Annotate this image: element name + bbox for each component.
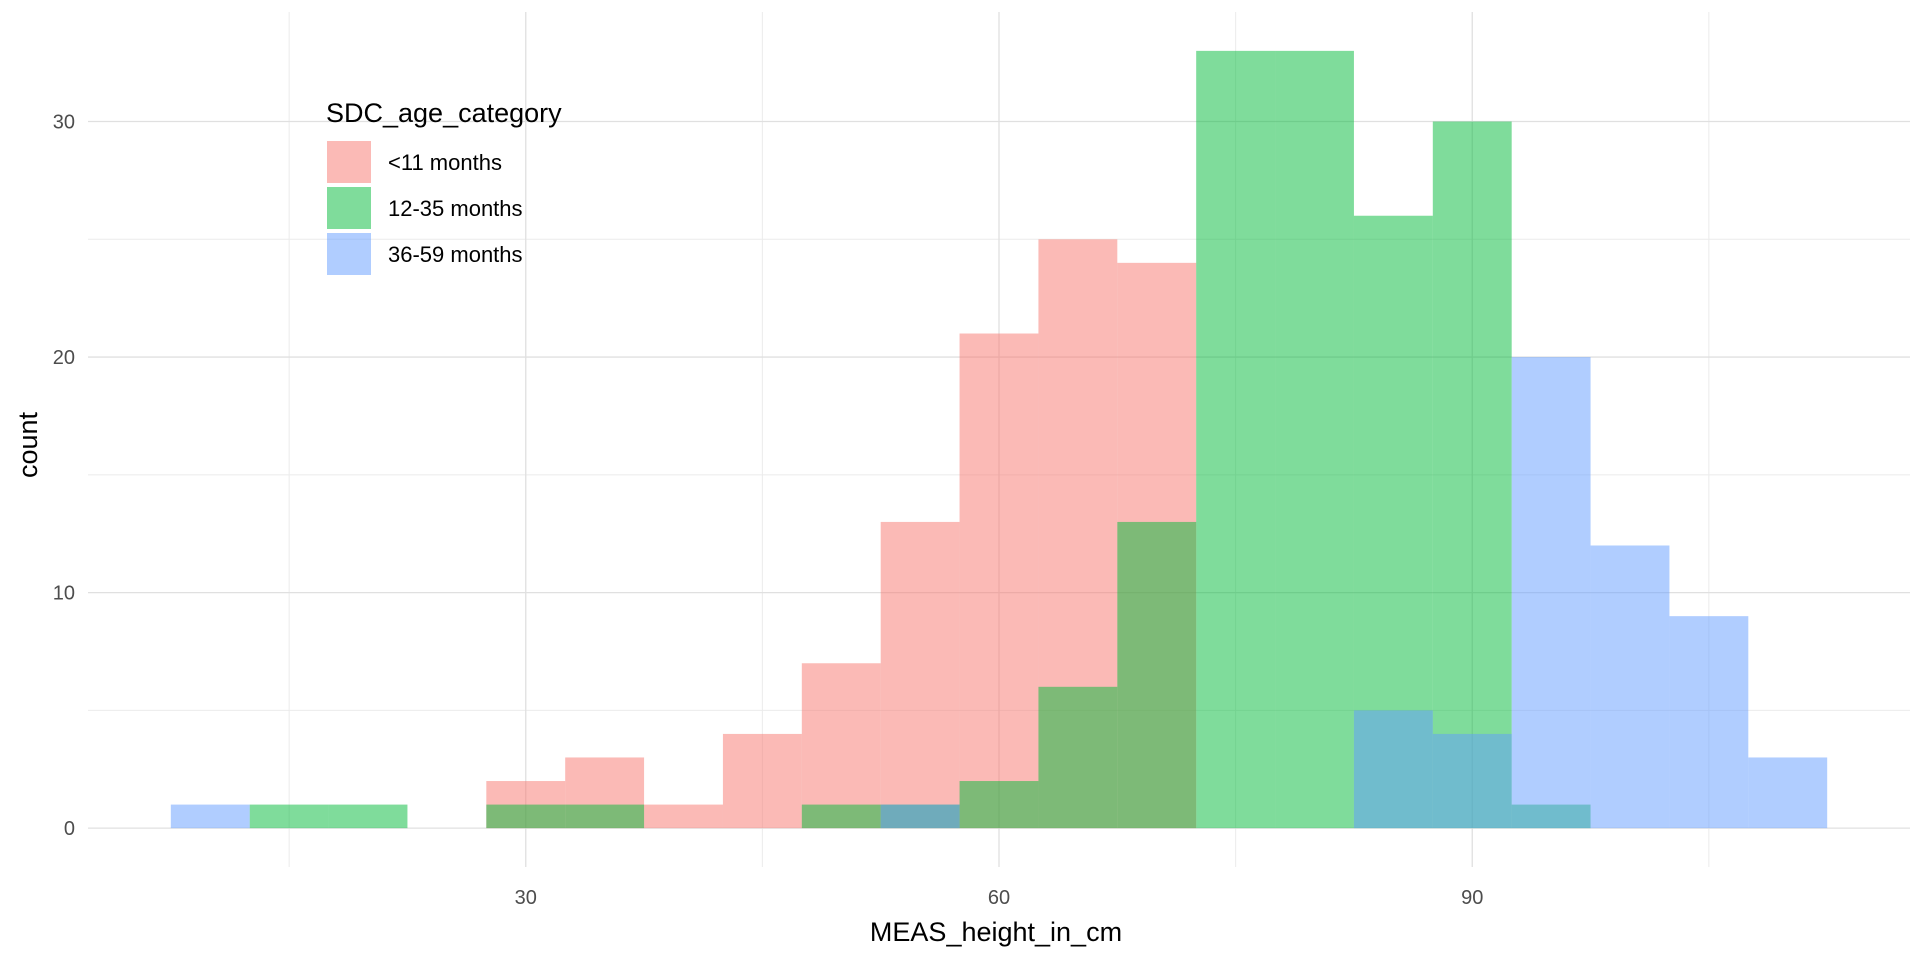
bar-series-2 — [249, 804, 329, 829]
x-axis-ticks: 30 60 90 — [515, 887, 1484, 909]
bar-series-3 — [1590, 545, 1670, 829]
bar-series-1 — [801, 663, 881, 829]
bar-series-2 — [1275, 50, 1354, 829]
bar-series-3 — [1669, 616, 1749, 829]
bar-series-2 — [565, 804, 645, 829]
legend-key — [327, 187, 371, 229]
y-tick-label: 30 — [53, 112, 75, 134]
bar-series-2 — [328, 804, 408, 829]
bar-series-2 — [486, 804, 566, 829]
legend-label: 36-59 months — [388, 242, 523, 267]
legend-label: <11 months — [388, 150, 502, 175]
y-axis-ticks: 0 10 20 30 — [53, 112, 75, 841]
bar-series-2 — [801, 804, 881, 829]
bar-series-3 — [1432, 733, 1512, 829]
legend-items: <11 months 12-35 months 36-59 months — [327, 141, 523, 275]
x-axis-title: MEAS_height_in_cm — [870, 917, 1122, 947]
y-tick-label: 10 — [53, 583, 75, 605]
histogram-bars — [170, 50, 1828, 829]
bar-series-3 — [1353, 710, 1433, 829]
y-tick-label: 0 — [64, 818, 75, 840]
y-axis-title: count — [13, 411, 43, 478]
bar-series-3 — [1748, 757, 1828, 829]
bar-series-3 — [1511, 357, 1591, 829]
bar-series-1 — [959, 333, 1039, 829]
legend: SDC_age_category <11 months 12-35 months 3… — [326, 98, 562, 275]
legend-key — [327, 233, 371, 275]
x-tick-label: 90 — [1461, 887, 1483, 909]
legend-label: 12-35 months — [388, 196, 523, 221]
x-tick-label: 60 — [988, 887, 1010, 909]
bar-series-1 — [722, 733, 802, 829]
bar-series-2 — [1038, 686, 1118, 829]
bar-series-2 — [1196, 50, 1276, 829]
x-tick-label: 30 — [515, 887, 537, 909]
bar-series-2 — [1117, 521, 1197, 829]
bar-series-3 — [880, 804, 960, 829]
bar-series-1 — [644, 804, 723, 829]
legend-key — [327, 141, 371, 183]
bar-series-2 — [1432, 121, 1512, 829]
legend-title: SDC_age_category — [326, 98, 562, 128]
bar-series-1 — [880, 521, 960, 829]
bar-series-3 — [170, 804, 250, 829]
y-tick-label: 20 — [53, 347, 75, 369]
bar-series-2 — [959, 781, 1039, 829]
